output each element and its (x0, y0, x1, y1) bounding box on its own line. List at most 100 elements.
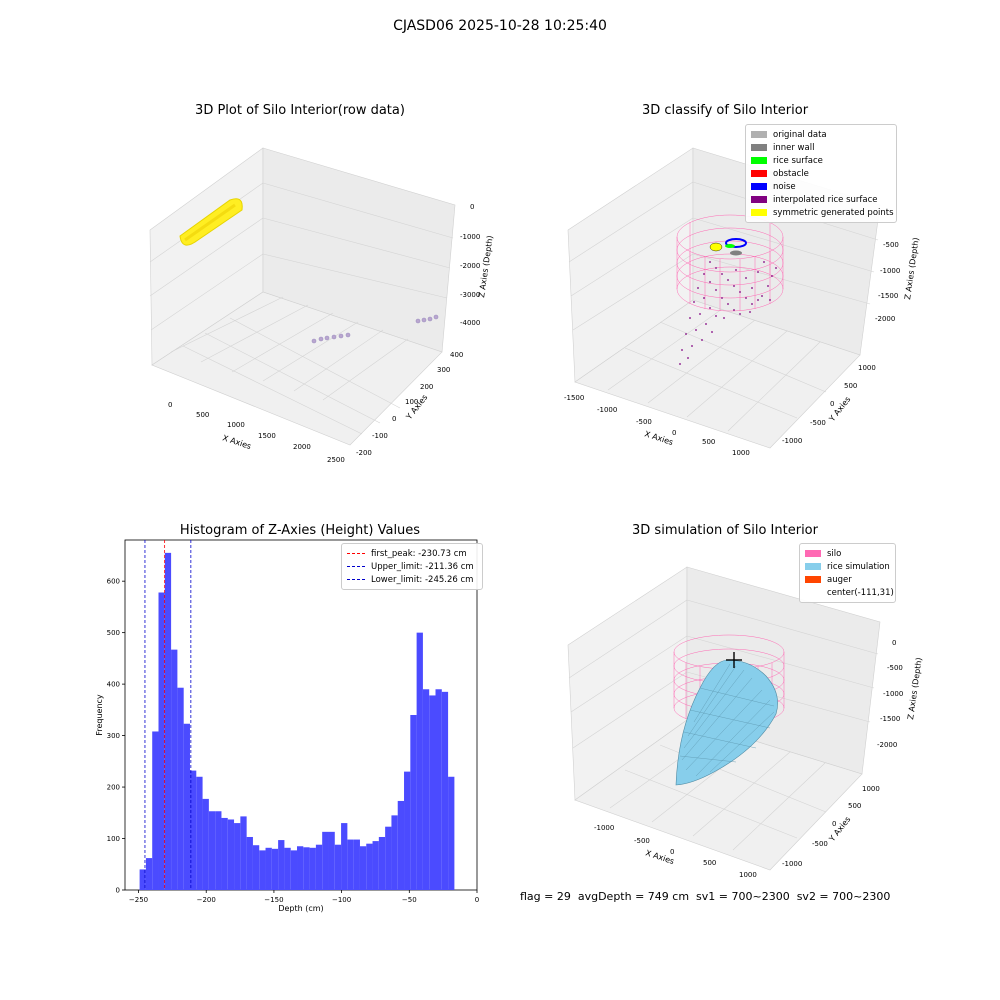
histogram-bar (284, 847, 291, 890)
y-tick: -500 (810, 419, 826, 427)
x-tick-label: −250 (129, 896, 148, 904)
histogram-bar (164, 552, 172, 890)
legend-label: rice simulation (827, 561, 890, 572)
auger-marker (726, 652, 742, 668)
y-tick: 0 (832, 820, 836, 828)
histogram-bar (435, 689, 442, 890)
y-tick: 500 (848, 802, 861, 810)
legend-entry: symmetric generated points (751, 206, 894, 219)
x-tick: -1500 (564, 394, 584, 402)
y-tick: -1000 (782, 860, 802, 868)
x-tick-label: 0 (475, 896, 479, 904)
legend-label: auger (827, 574, 852, 585)
histogram-bar (366, 843, 373, 890)
legend-swatch (751, 157, 767, 164)
histogram-bar (429, 695, 436, 890)
legend-entry: Lower_limit: -245.26 cm (347, 573, 477, 586)
histogram-bar (234, 823, 241, 890)
legend-swatch (805, 576, 821, 583)
histogram-bar (246, 836, 253, 890)
legend-entry: auger (805, 573, 890, 586)
z-tick: -1500 (878, 292, 898, 300)
legend-line (347, 553, 365, 554)
z-tick: 0 (892, 639, 896, 647)
histogram-bar (309, 847, 316, 890)
histogram-bar (404, 771, 411, 890)
rice-simulation-surface (675, 659, 778, 786)
histogram-bar (410, 715, 417, 890)
legend-entry: noise (751, 180, 891, 193)
raw-plot-title: 3D Plot of Silo Interior(row data) (195, 103, 405, 118)
histogram-bar (372, 841, 379, 890)
y-tick: -500 (812, 840, 828, 848)
x-tick: 2000 (293, 443, 311, 451)
histogram-bar (341, 823, 348, 890)
y-tick: -100 (372, 432, 388, 440)
histogram-bar (378, 836, 386, 890)
raw-3d-plot: 0 500 1000 1500 2000 2500 -200 -100 0 10… (149, 147, 495, 464)
y-tick: 1000 (858, 364, 876, 372)
x-tick: 1000 (732, 449, 750, 457)
x-tick: 500 (196, 411, 209, 419)
classify-3d-plot: -1500 -1000 -500 0 500 1000 -1000 -500 0… (564, 147, 921, 457)
x-tick: 500 (702, 438, 715, 446)
x-axis-label: X Axies (643, 429, 674, 447)
symmetric-points (709, 242, 723, 252)
legend-label: interpolated rice surface (773, 194, 878, 205)
y-tick-label: 200 (107, 784, 120, 792)
histogram-bar (441, 691, 449, 890)
y-tick-label: 100 (107, 835, 120, 843)
legend-label: original data (773, 129, 827, 140)
classify-plot-title: 3D classify of Silo Interior (641, 103, 809, 118)
z-tick: -500 (883, 241, 899, 249)
legend-line (347, 566, 365, 567)
raw-data-cluster (179, 198, 243, 246)
y-tick-label: 300 (107, 732, 120, 740)
histogram-bar (208, 811, 216, 890)
rice-surface-points (725, 244, 735, 248)
z-tick: -1500 (880, 715, 900, 723)
z-tick: -2000 (877, 741, 897, 749)
histogram-bar (152, 731, 159, 890)
legend-label: noise (773, 181, 796, 192)
histogram-bar (183, 723, 190, 890)
legend-entry: original data (751, 128, 891, 141)
z-tick: -500 (887, 664, 903, 672)
y-tick: 0 (830, 400, 834, 408)
histogram-x-ticks: −250 −200 −150 −100 −50 0 (129, 890, 479, 904)
histogram-bar (359, 846, 367, 890)
y-tick: 500 (844, 382, 857, 390)
histogram-bar (158, 592, 165, 890)
y-tick: 1000 (862, 785, 880, 793)
y-tick-label: 500 (107, 629, 120, 637)
histogram-bar (171, 649, 178, 890)
histogram-plot: −250 −200 −150 −100 −50 0 0 100 200 300 400 500 600… (95, 539, 479, 913)
legend-entry: Upper_limit: -211.36 cm (347, 560, 477, 573)
histogram-bar (303, 847, 310, 890)
histogram-bar (422, 689, 430, 890)
histogram-bar (259, 850, 266, 890)
x-tick: 0 (670, 848, 674, 856)
legend-label: rice surface (773, 155, 823, 166)
noise-points (725, 238, 747, 248)
y-tick: -1000 (782, 437, 802, 445)
histogram-bar (278, 840, 285, 890)
histogram-bar (145, 858, 153, 890)
z-tick: -2000 (460, 262, 480, 270)
histogram-bar (240, 816, 247, 890)
legend-swatch (805, 563, 821, 570)
y-tick: 200 (420, 383, 433, 391)
histogram-bar (448, 776, 455, 890)
histogram-bar (215, 811, 222, 890)
histogram-bar (322, 831, 329, 890)
histogram-bar (202, 798, 209, 890)
legend-entry: silo (805, 547, 890, 560)
legend-swatch (751, 196, 767, 203)
z-tick: -1000 (880, 267, 900, 275)
legend-swatch (751, 170, 767, 177)
y-axis-label: Y Axies (827, 815, 853, 844)
y-tick: 100 (405, 398, 418, 406)
histogram-bar (391, 815, 398, 890)
histogram-y-ticks: 0 100 200 300 400 500 600 (107, 578, 125, 895)
histogram-bar (297, 846, 304, 890)
